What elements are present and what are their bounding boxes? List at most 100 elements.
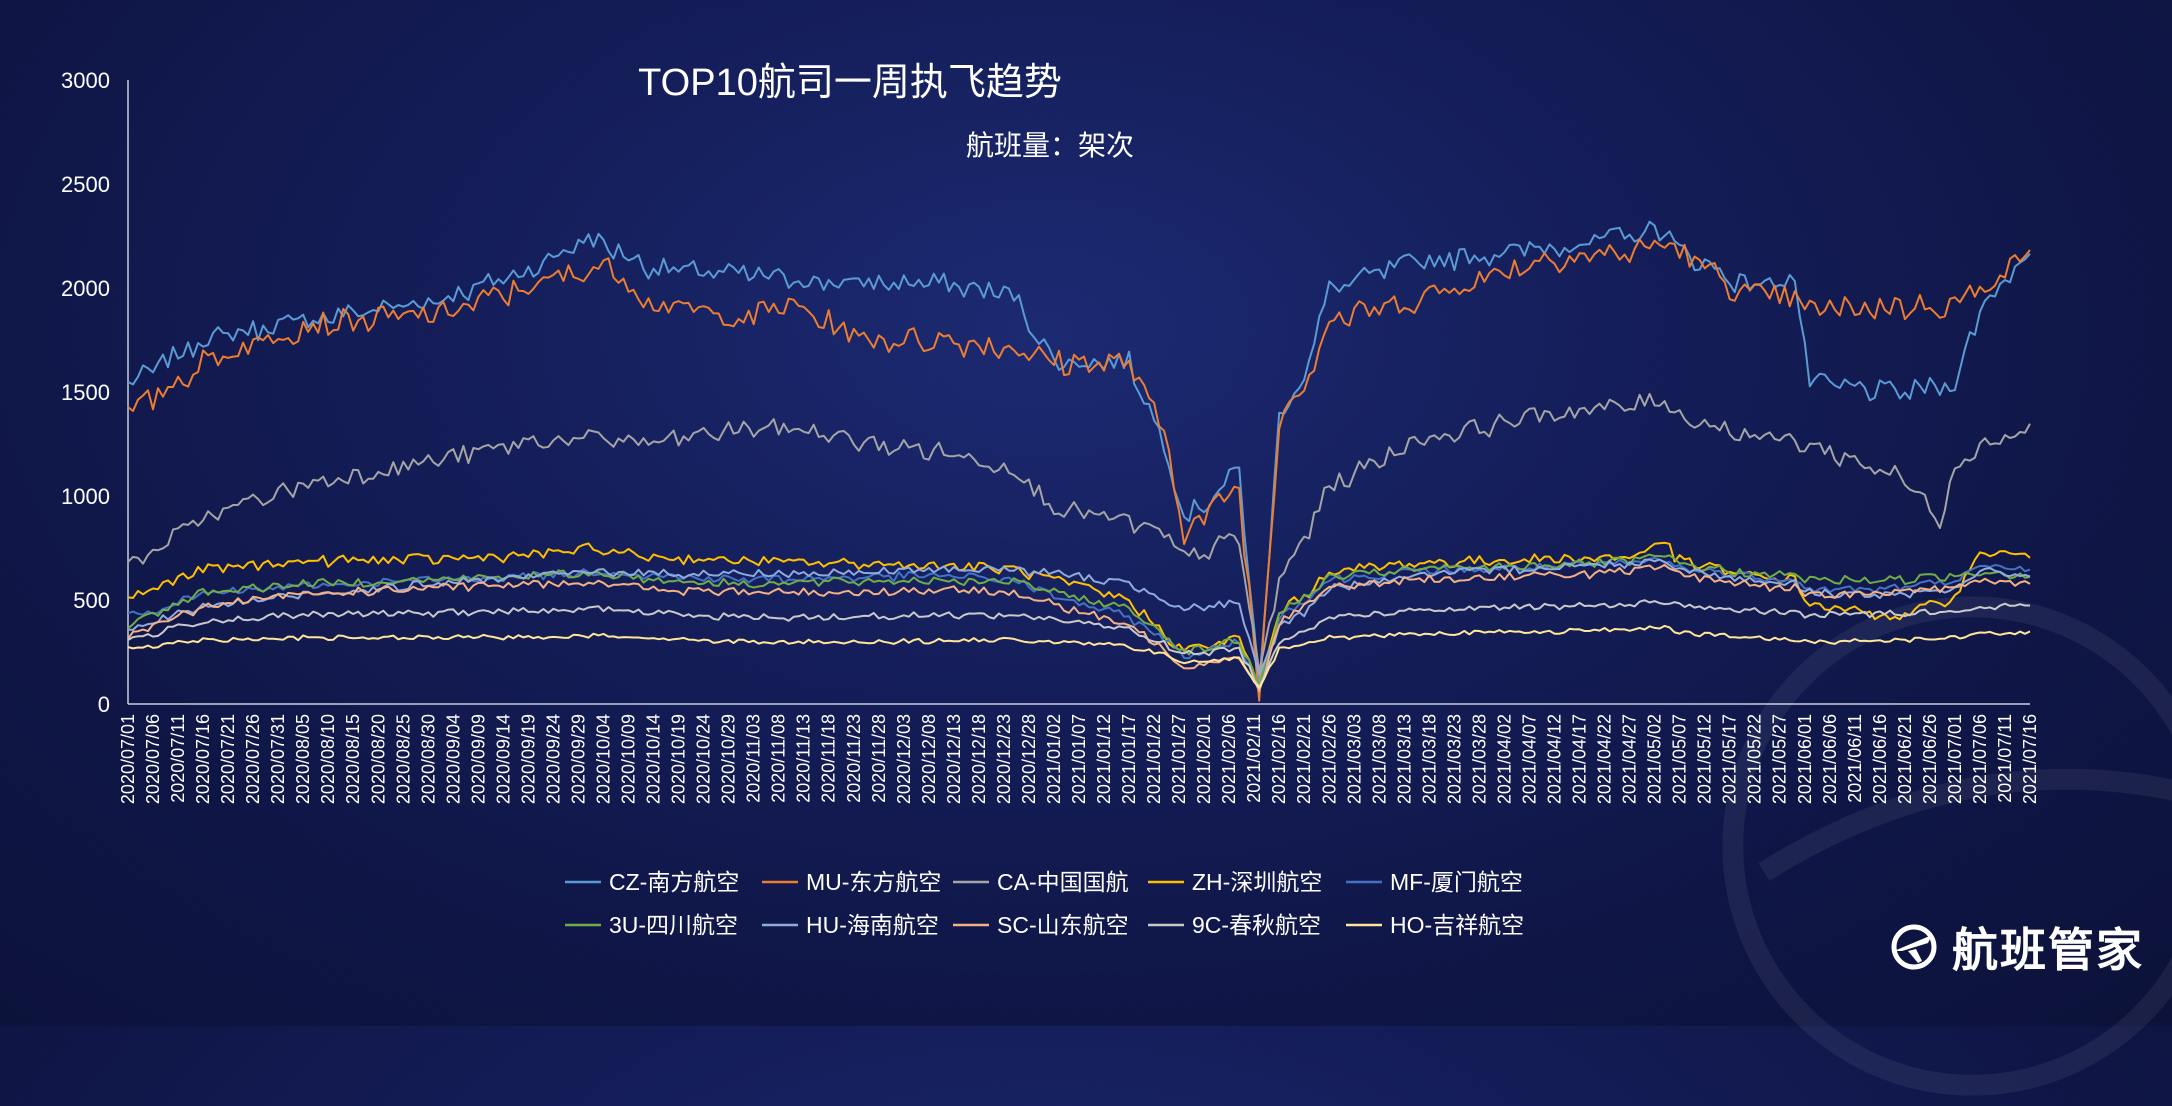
chart-title: TOP10航司一周执飞趋势 [638,62,1062,104]
x-tick-label: 2020/09/24 [543,714,563,804]
x-tick-label: 2020/12/18 [969,714,989,804]
x-tick-label: 2021/05/22 [1745,714,1765,804]
x-tick-label: 2021/06/26 [1920,714,1940,804]
x-tick-label: 2020/10/04 [594,714,614,804]
x-tick-label: 2021/03/08 [1369,714,1389,804]
legend-label: HU-海南航空 [806,912,939,938]
x-tick-label: 2021/05/17 [1720,714,1740,804]
x-tick-label: 2021/04/27 [1620,714,1640,804]
x-tick-label: 2021/01/22 [1144,714,1164,804]
x-tick-label: 2021/01/07 [1069,714,1089,804]
x-tick-label: 2020/07/16 [193,714,213,804]
legend-label: HO-吉祥航空 [1390,912,1524,938]
x-tick-label: 2021/01/17 [1119,714,1139,804]
x-tick-label: 2021/05/12 [1695,714,1715,804]
x-tick-label: 2020/07/06 [143,714,163,804]
x-tick-label: 2020/07/31 [268,714,288,804]
brand-name: 航班管家 [1952,923,2144,977]
x-tick-label: 2021/07/01 [1945,714,1965,804]
x-tick-label: 2020/10/24 [694,714,714,804]
x-tick-label: 2020/09/04 [443,714,463,804]
x-tick-label: 2021/02/01 [1194,714,1214,804]
x-tick-label: 2020/08/10 [318,714,338,804]
series-lines [127,220,2031,702]
x-tick-label: 2020/10/09 [619,714,639,804]
x-tick-label: 2021/04/17 [1570,714,1590,804]
legend-label: ZH-深圳航空 [1192,869,1322,895]
x-tick-label: 2020/10/29 [719,714,739,804]
x-tick-label: 2020/08/25 [393,714,413,804]
x-tick-label: 2021/05/02 [1645,714,1665,804]
y-tick-label: 2000 [61,276,110,301]
series-line-9 [127,624,2031,689]
x-tick-label: 2020/07/11 [168,714,188,803]
y-tick-label: 3000 [61,68,110,93]
x-tick-label: 2021/02/21 [1294,714,1314,804]
legend: CZ-南方航空 MU-东方航空 CA-中国国航 ZH-深圳航空 MF-厦门航空 3U-四川… [565,869,1524,938]
x-tick-label: 2021/03/23 [1444,714,1464,804]
x-tick-label: 2020/12/13 [944,714,964,804]
x-tick-label: 2021/06/16 [1870,714,1890,804]
axes [127,80,2030,705]
x-tick-label: 2020/11/13 [794,714,814,803]
x-tick-label: 2020/12/28 [1019,714,1039,804]
series-line-4 [127,557,2031,686]
x-tick-label: 2021/06/11 [1845,714,1865,803]
legend-label: SC-山东航空 [997,912,1129,938]
x-tick-label: 2020/11/23 [844,714,864,803]
x-tick-label: 2020/07/01 [118,714,138,804]
x-tick-label: 2020/09/09 [468,714,488,804]
series-line-0 [127,220,2031,686]
x-tick-label: 2020/09/29 [568,714,588,804]
x-tick-label: 2020/08/15 [343,714,363,804]
series-line-5 [127,553,2031,689]
x-tick-label: 2021/01/12 [1094,714,1114,804]
x-tick-label: 2021/05/07 [1670,714,1690,804]
x-tick-label: 2021/02/06 [1219,714,1239,804]
y-tick-label: 0 [98,692,110,717]
x-tick-label: 2020/09/19 [518,714,538,804]
x-tick-label: 2020/07/21 [218,714,238,804]
x-tick-label: 2020/12/03 [894,714,914,804]
x-tick-label: 2021/04/12 [1545,714,1565,804]
series-line-1 [127,238,2031,702]
x-tick-label: 2021/07/16 [2020,714,2040,804]
legend-label: CA-中国国航 [997,869,1129,895]
plane-globe-icon [1891,924,1937,970]
x-tick-label: 2020/08/05 [293,714,313,804]
x-tick-label: 2020/08/20 [368,714,388,804]
x-tick-label: 2020/11/28 [869,714,889,803]
chart-subtitle: 航班量：架次 [966,130,1134,161]
x-tick-label: 2020/11/18 [819,714,839,803]
x-tick-label: 2020/11/08 [769,714,789,803]
legend-label: 3U-四川航空 [609,912,738,938]
x-tick-label: 2021/03/03 [1344,714,1364,804]
legend-label: MF-厦门航空 [1390,869,1523,895]
y-tick-label: 1000 [61,484,110,509]
x-tick-label: 2021/03/18 [1419,714,1439,804]
x-tick-label: 2021/03/28 [1469,714,1489,804]
legend-label: 9C-春秋航空 [1192,912,1321,938]
x-tick-label: 2021/02/16 [1269,714,1289,804]
x-tick-label: 2020/12/08 [919,714,939,804]
x-tick-label: 2021/05/27 [1770,714,1790,804]
legend-label: CZ-南方航空 [609,869,739,895]
x-tick-label: 2020/07/26 [243,714,263,804]
x-tick-label: 2020/08/30 [418,714,438,804]
x-tick-label: 2021/06/06 [1820,714,1840,804]
x-tick-label: 2021/07/06 [1970,714,1990,804]
x-tick-label: 2020/12/23 [994,714,1014,804]
series-line-2 [127,392,2031,673]
series-line-7 [127,563,2031,693]
x-tick-label: 2021/03/13 [1394,714,1414,804]
x-tick-label: 2020/10/19 [669,714,689,804]
series-line-3 [127,541,2031,686]
x-tick-label: 2021/02/26 [1319,714,1339,804]
x-tick-label: 2020/11/03 [744,714,764,803]
series-line-8 [127,599,2030,688]
x-tick-label: 2021/04/02 [1494,714,1514,804]
x-tick-label: 2020/10/14 [644,714,664,804]
brand-logo: 航班管家 [1888,914,2144,980]
